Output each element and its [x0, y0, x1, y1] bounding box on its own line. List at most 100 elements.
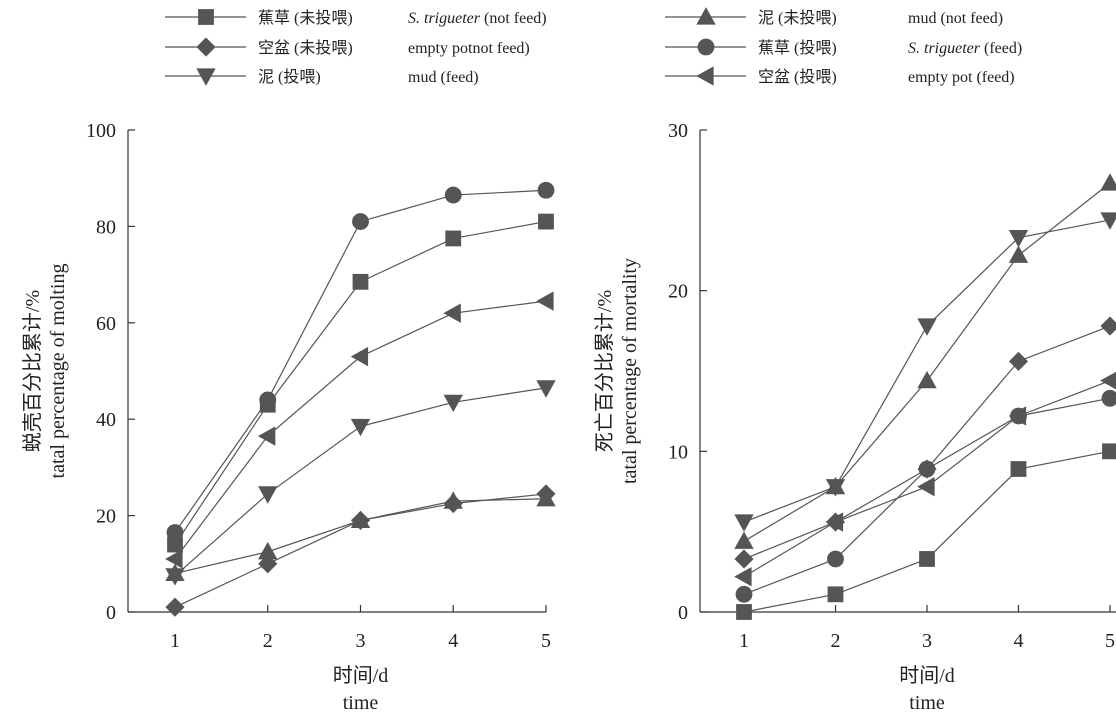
data-point: [736, 604, 752, 620]
data-point: [444, 186, 462, 204]
series-line: [174, 498, 547, 575]
data-point: [538, 213, 554, 230]
chart-molting: 0 20 40 60 80 100 1 2 3 4 5 时间/d time 蜕壳百分比累计/% tatal …: [21, 120, 556, 714]
data-point: [350, 510, 371, 529]
data-point: [734, 514, 754, 532]
series-line: [743, 380, 1111, 578]
y-tick-label: 30: [668, 120, 688, 142]
legend-label-zh: 蕉草 (投喂): [758, 39, 837, 57]
data-point: [917, 370, 937, 389]
data-point: [165, 597, 185, 617]
y-axis-label-zh: 蜕壳百分比累计/%: [21, 290, 44, 452]
data-point: [919, 551, 935, 567]
legend-label-en: mud (feed): [408, 69, 479, 86]
data-point: [352, 213, 369, 230]
legend-label-en: S. trigueter (not feed): [408, 10, 547, 27]
legend-label-en: mud (not feed): [908, 10, 1003, 27]
legend-marker-triangle-left: [696, 66, 714, 86]
legend-item: 空盆 (未投喂) empty potnot feed): [165, 37, 530, 57]
y-tick-label: 40: [96, 409, 116, 431]
y-tick-label: 0: [678, 602, 688, 624]
x-tick-label: 4: [1014, 630, 1024, 652]
series-line: [174, 387, 547, 577]
y-tick-label: 60: [96, 313, 116, 335]
y-axis-label-en: tatal percentage of mortality: [619, 258, 641, 484]
data-point: [734, 531, 754, 549]
data-point: [1100, 371, 1116, 390]
data-point: [1101, 389, 1116, 407]
legend-marker-triangle-down: [196, 68, 216, 86]
data-point: [827, 550, 844, 568]
data-point: [1100, 212, 1116, 230]
data-point: [1102, 443, 1116, 460]
data-point: [1008, 406, 1027, 426]
x-tick-label: 3: [922, 630, 932, 652]
legend-label-zh: 蕉草 (未投喂): [258, 9, 353, 27]
legend-item: 泥 (未投喂) mud (not feed): [665, 7, 1003, 27]
series-triangle-down: [165, 380, 556, 586]
x-tick-label: 4: [448, 630, 458, 652]
legend-marker-triangle-up: [696, 7, 716, 25]
series-circle: [735, 389, 1116, 603]
data-point: [1100, 316, 1116, 336]
data-point: [1008, 351, 1029, 371]
x-tick-label: 3: [356, 630, 366, 652]
y-tick-label: 20: [668, 281, 688, 303]
data-point: [536, 291, 554, 311]
series-square: [736, 443, 1116, 620]
legend-label-zh: 空盆 (未投喂): [258, 39, 353, 57]
data-point: [258, 541, 278, 560]
data-point: [443, 394, 463, 413]
data-point: [1010, 461, 1027, 477]
y-axis-label-en: tatal percentage of molting: [47, 264, 69, 479]
legend-marker-square: [198, 9, 214, 25]
x-tick-label: 2: [831, 630, 841, 652]
legend-marker-circle: [697, 38, 715, 56]
x-axis-label-zh: 时间/d: [899, 664, 955, 687]
x-axis-label-en: time: [343, 692, 379, 714]
legend-item: 泥 (投喂) mud (feed): [165, 68, 479, 86]
data-point: [259, 391, 277, 409]
data-point: [350, 418, 371, 437]
series-triangle-left: [734, 371, 1116, 587]
x-tick-label: 1: [739, 630, 749, 652]
series-circle: [166, 181, 555, 541]
legend-item: 蕉草 (投喂) S. trigueter (feed): [665, 38, 1022, 57]
data-point: [1100, 173, 1116, 191]
x-axis-label-en: time: [909, 692, 945, 714]
data-point: [443, 303, 461, 323]
y-tick-label: 100: [86, 120, 116, 142]
data-point: [734, 549, 754, 569]
data-point: [1008, 245, 1029, 263]
series-line: [743, 325, 1111, 560]
data-point: [918, 460, 936, 478]
data-point: [166, 524, 184, 541]
data-point: [917, 477, 935, 497]
series-square: [167, 213, 554, 553]
data-point: [825, 512, 844, 532]
legend-label-zh: 空盆 (投喂): [758, 68, 837, 86]
legend: 蕉草 (未投喂) S. trigueter (not feed) 空盆 (未投喂) e…: [165, 7, 1022, 86]
legend-label-en: empty potnot feed): [408, 40, 530, 57]
data-point: [827, 586, 844, 603]
data-point: [258, 486, 278, 504]
data-point: [257, 426, 276, 446]
series-diamond: [165, 484, 556, 617]
data-point: [917, 318, 937, 336]
chart-mortality: 0 10 20 30 1 2 3 4 5 时间/d time 死亡百分比累计/% tatal perce…: [593, 120, 1116, 714]
legend-label-zh: 泥 (未投喂): [758, 9, 837, 27]
y-tick-label: 80: [96, 216, 116, 238]
x-tick-label: 2: [263, 630, 273, 652]
data-point: [445, 230, 462, 247]
y-tick-label: 10: [668, 441, 688, 463]
series-line: [174, 220, 547, 545]
series-triangle-up: [165, 488, 556, 582]
legend-label-zh: 泥 (投喂): [258, 68, 321, 86]
legend-item: 空盆 (投喂) empty pot (feed): [665, 66, 1015, 86]
data-point: [536, 488, 556, 507]
data-point: [443, 491, 463, 509]
data-point: [165, 563, 185, 582]
y-tick-label: 0: [106, 602, 116, 624]
data-point: [352, 273, 369, 290]
